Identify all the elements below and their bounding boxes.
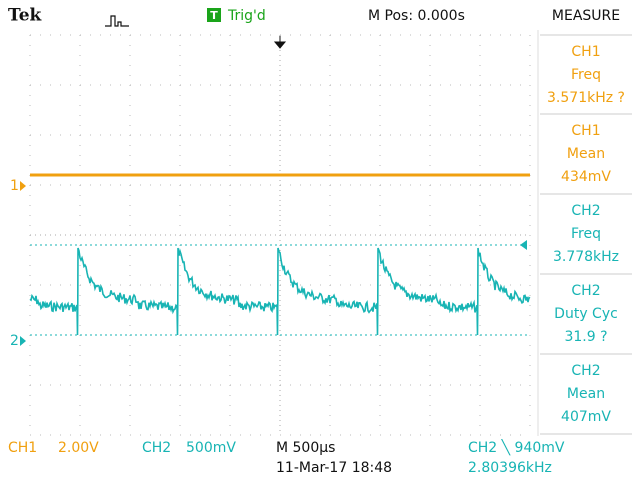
ch1-marker: 1 [10, 178, 19, 194]
measure-value: 31.9 ? [564, 329, 607, 345]
measure-channel: CH1 [571, 123, 600, 139]
measure-label: Mean [567, 386, 605, 402]
trigger-icon: T [210, 9, 218, 22]
brand: Tek [8, 6, 43, 26]
graticule [29, 34, 531, 436]
trigger-position-arrow [273, 36, 287, 49]
ch1-scale: 2.00V [58, 440, 99, 456]
trigger-level-arrow [520, 240, 527, 250]
measure-channel: CH2 [571, 203, 600, 219]
datetime: 11-Mar-17 18:48 [276, 460, 392, 476]
menu-title: MEASURE [552, 8, 620, 24]
position: M Pos: 0.000s [368, 8, 465, 24]
ch2-trace [29, 247, 531, 336]
ch2-scale: 500mV [186, 440, 236, 456]
ch2-marker-arrow [20, 336, 26, 346]
measure-channel: CH2 [571, 363, 600, 379]
measure-value: 3.571kHz ? [547, 90, 625, 106]
ch2-marker: 2 [10, 333, 19, 349]
acquire-icon [105, 15, 129, 27]
measure-label: Mean [567, 146, 605, 162]
trigger-status: Trig'd [227, 8, 266, 24]
measure-value: 434mV [561, 169, 611, 185]
ch1-label: CH1 [8, 440, 37, 456]
measure-channel: CH1 [571, 44, 600, 60]
trigger-frequency: 2.80396kHz [468, 460, 552, 476]
ch2-label: CH2 [142, 440, 171, 456]
measure-value: 407mV [561, 409, 611, 425]
trigger-icon-box [207, 8, 221, 22]
measure-value: 3.778kHz [553, 249, 619, 265]
timebase: M 500µs [276, 440, 335, 456]
trigger-source: CH2 ╲ 940mV [468, 439, 565, 456]
measure-label: Freq [571, 226, 601, 242]
measure-label: Duty Cyc [554, 306, 618, 322]
measure-label: Freq [571, 67, 601, 83]
ch1-marker-arrow [20, 181, 26, 191]
measure-channel: CH2 [571, 283, 600, 299]
